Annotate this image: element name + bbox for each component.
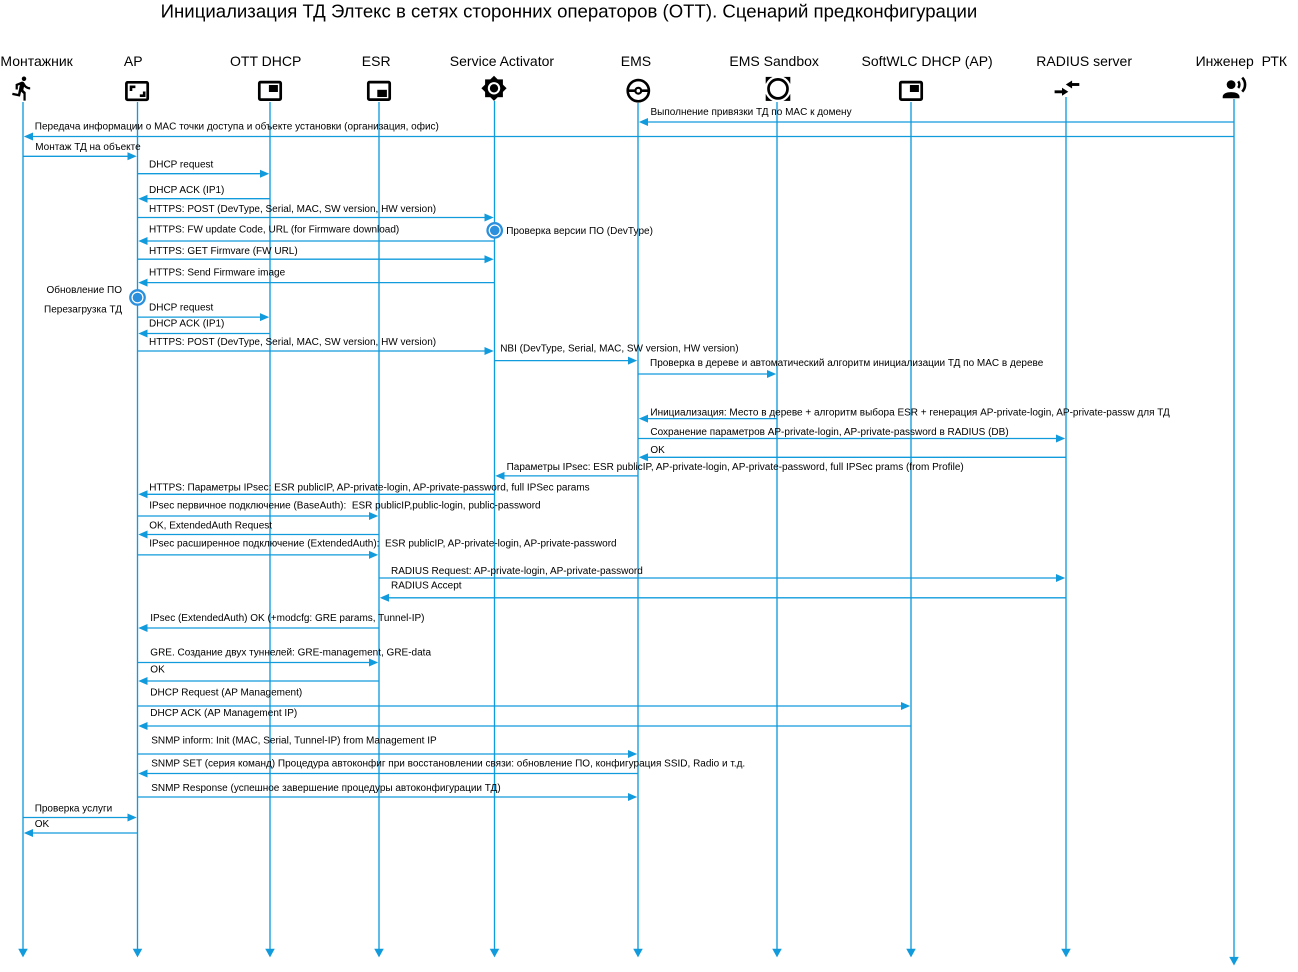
svg-text:SNMP Response (успешное заверш: SNMP Response (успешное завершение проце… — [151, 782, 500, 794]
svg-text:HTTPS: GET Firmvare (FW URL): HTTPS: GET Firmvare (FW URL) — [149, 246, 298, 257]
svg-text:Инженер РТК: Инженер РТК — [1196, 53, 1288, 69]
svg-text:SNMP inform: Init (MAC, Serial: SNMP inform: Init (MAC, Serial, Tunnel-I… — [151, 735, 437, 746]
svg-text:DHCP ACK (AP Management IP): DHCP ACK (AP Management IP) — [150, 708, 297, 719]
svg-text:IPsec первичное подключение (B: IPsec первичное подключение (BaseAuth): … — [149, 500, 540, 511]
svg-text:HTTPS: POST (DevType, Serial,: HTTPS: POST (DevType, Serial, MAC, SW ve… — [149, 337, 436, 348]
svg-text:NBI (DevType, Serial, MAC, SW: NBI (DevType, Serial, MAC, SW version, H… — [500, 344, 738, 355]
svg-text:Обновление ПО: Обновление ПО — [47, 284, 123, 296]
svg-text:OK, ExtendedAuth Request: OK, ExtendedAuth Request — [149, 520, 272, 531]
svg-text:IPsec (ExtendedAuth) OK (+modc: IPsec (ExtendedAuth) OK (+modcfg: GRE pa… — [150, 613, 424, 624]
svg-text:RADIUS Request: AP-private-log: RADIUS Request: AP-private-login, AP-pri… — [391, 566, 643, 577]
svg-text:RADIUS Accept: RADIUS Accept — [391, 580, 462, 591]
svg-text:OTT DHCP: OTT DHCP — [230, 53, 301, 69]
svg-text:EMS Sandbox: EMS Sandbox — [729, 53, 819, 69]
svg-text:HTTPS: Send Firmware image: HTTPS: Send Firmware image — [149, 267, 286, 278]
svg-text:HTTPS: POST (DevType, Serial,: HTTPS: POST (DevType, Serial, MAC, SW ve… — [149, 204, 436, 215]
svg-text:Параметры IPsec: ESR publicIP,: Параметры IPsec: ESR publicIP, AP-privat… — [507, 462, 964, 473]
svg-text:DHCP request: DHCP request — [149, 160, 214, 171]
svg-text:Сохранение параметров AP-priva: Сохранение параметров AP-private-login, … — [650, 427, 1008, 438]
svg-text:DHCP request: DHCP request — [149, 303, 214, 314]
svg-text:Проверка версии ПО (DevType): Проверка версии ПО (DevType) — [506, 226, 653, 237]
svg-text:DHCP ACK (IP1): DHCP ACK (IP1) — [149, 319, 224, 330]
svg-text:OK: OK — [650, 445, 665, 456]
svg-text:Service Activator: Service Activator — [450, 53, 555, 69]
svg-text:SoftWLC DHCP (AP): SoftWLC DHCP (AP) — [862, 53, 993, 69]
svg-text:RADIUS server: RADIUS server — [1036, 53, 1132, 69]
svg-text:Перезагрузка ТД: Перезагрузка ТД — [44, 305, 122, 316]
svg-text:ESR: ESR — [362, 53, 391, 69]
svg-text:Проверка услуги: Проверка услуги — [35, 803, 113, 814]
svg-text:HTTPS: FW update Code, URL (fo: HTTPS: FW update Code, URL (for Firmware… — [149, 225, 399, 236]
svg-text:DHCP Request (AP Management): DHCP Request (AP Management) — [150, 688, 302, 699]
svg-text:OK: OK — [35, 819, 50, 830]
svg-text:DHCP ACK (IP1): DHCP ACK (IP1) — [149, 185, 224, 196]
svg-text:OK: OK — [150, 665, 165, 676]
svg-text:GRE. Создание двух туннелей: G: GRE. Создание двух туннелей: GRE-managem… — [150, 648, 431, 659]
svg-text:Инициализация ТД Элтекс в сетя: Инициализация ТД Элтекс в сетях сторонни… — [161, 1, 978, 22]
svg-text:Проверка в дереве и автоматиче: Проверка в дереве и автоматический алгор… — [650, 358, 1044, 369]
svg-text:Передача информации о MAC точк: Передача информации о MAC точки доступа … — [35, 121, 439, 133]
svg-text:Монтаж ТД на объекте: Монтаж ТД на объекте — [35, 141, 141, 153]
svg-text:EMS: EMS — [621, 53, 651, 69]
svg-text:AP: AP — [124, 53, 143, 69]
svg-text:IPsec расширенное подключение: IPsec расширенное подключение (ExtendedA… — [149, 539, 616, 550]
svg-text:SNMP SET (серия команд) Процед: SNMP SET (серия команд) Процедура автоко… — [151, 757, 745, 769]
svg-text:Монтажник: Монтажник — [0, 53, 73, 69]
svg-text:Выполнение привязки ТД по MAC: Выполнение привязки ТД по MAC к домену — [651, 107, 852, 118]
svg-text:Инициализация: Место в дереве: Инициализация: Место в дереве + алгоритм… — [650, 407, 1170, 419]
svg-text:HTTPS: Параметры IPsec: ESR pu: HTTPS: Параметры IPsec: ESR publicIP, AP… — [149, 482, 590, 493]
